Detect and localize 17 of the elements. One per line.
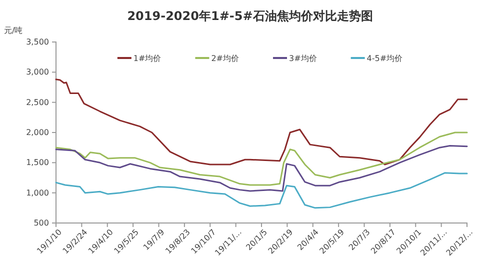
- y-tick-label: 500: [34, 218, 49, 228]
- y-tick-label: 2,500: [26, 98, 49, 107]
- chart-title: 2019-2020年1#-5#石油焦均价对比走势图: [127, 9, 373, 23]
- legend-label: 1#均价: [133, 54, 162, 63]
- legend-label: 2#均价: [211, 54, 240, 63]
- y-tick-label: 3,500: [26, 38, 49, 47]
- y-tick-label: 3,000: [26, 68, 49, 77]
- line-series: [55, 172, 468, 209]
- y-axis-title: 元/吨: [4, 26, 23, 35]
- line-series: [55, 132, 468, 186]
- y-tick-label: 1,000: [26, 188, 49, 198]
- y-tick-label: 2,000: [26, 128, 49, 138]
- y-tick-label: 1,500: [26, 158, 49, 168]
- legend-label: 3#均价: [289, 54, 317, 63]
- line-series: [55, 145, 468, 192]
- line-series: [55, 78, 468, 166]
- legend-label: 4-5#均价: [366, 54, 403, 63]
